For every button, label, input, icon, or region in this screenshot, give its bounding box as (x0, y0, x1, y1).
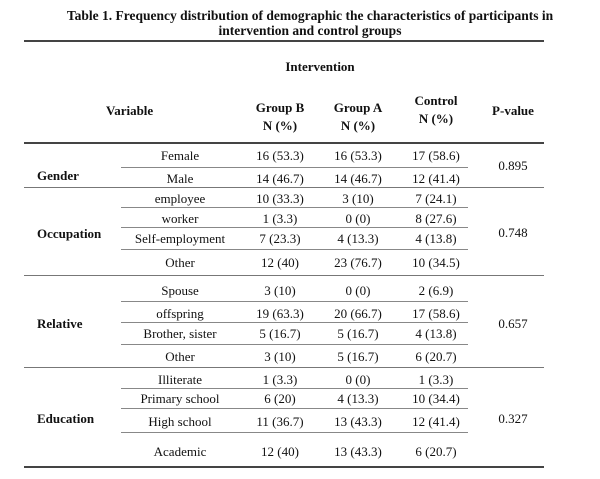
row-separator (121, 301, 468, 302)
cell-group-b: 1 (3.3) (262, 372, 298, 387)
top-rule (24, 40, 544, 42)
header-pvalue: P-value (492, 103, 534, 118)
row-label: Brother, sister (143, 326, 217, 341)
cell-group-a: 3 (10) (342, 191, 374, 206)
header-group-b: Group B (255, 100, 305, 115)
header-group-a-unit: N (%) (340, 118, 376, 133)
cell-group-b: 11 (36.7) (256, 414, 304, 429)
cell-group-b: 5 (16.7) (259, 326, 301, 341)
cell-group-b: 6 (20) (264, 391, 296, 406)
cell-control: 6 (20.7) (415, 349, 457, 364)
pvalue-education: 0.327 (498, 411, 528, 426)
pvalue-relative: 0.657 (498, 316, 528, 331)
row-label: employee (154, 191, 206, 206)
row-label: Spouse (161, 283, 199, 298)
cell-group-a: 20 (66.7) (334, 306, 382, 321)
row-label: Illiterate (157, 372, 203, 387)
caption-line-1: Table 1. Frequency distribution of demog… (66, 8, 554, 23)
cell-control: 10 (34.4) (412, 391, 460, 406)
header-intervention: Intervention (285, 59, 355, 74)
cell-control: 10 (34.5) (412, 255, 460, 270)
cell-group-a: 14 (46.7) (334, 171, 382, 186)
cell-group-a: 4 (13.3) (337, 391, 379, 406)
row-separator (121, 249, 468, 250)
header-control: Control (414, 93, 458, 108)
cell-control: 17 (58.6) (412, 148, 460, 163)
row-separator (121, 344, 468, 345)
cell-group-b: 3 (10) (264, 349, 296, 364)
row-label: Other (165, 255, 195, 270)
group-label-gender: Gender (37, 168, 79, 183)
row-separator (121, 207, 468, 208)
row-label: worker (161, 211, 199, 226)
cell-control: 17 (58.6) (412, 306, 460, 321)
cell-group-a: 0 (0) (345, 283, 371, 298)
cell-group-b: 1 (3.3) (262, 211, 298, 226)
cell-control: 7 (24.1) (415, 191, 457, 206)
cell-group-a: 23 (76.7) (334, 255, 382, 270)
group-label-relative: Relative (37, 316, 83, 331)
table-caption: Table 1. Frequency distribution of demog… (40, 8, 580, 38)
header-variable: Variable (106, 103, 154, 118)
caption-line-2: intervention and control groups (218, 23, 402, 38)
row-label: offspring (156, 306, 204, 321)
cell-control: 12 (41.4) (412, 171, 460, 186)
cell-group-a: 16 (53.3) (334, 148, 382, 163)
group-divider (24, 275, 544, 276)
group-label-occupation: Occupation (37, 226, 102, 241)
pvalue-occupation: 0.748 (498, 225, 528, 240)
cell-group-b: 12 (40) (261, 444, 299, 459)
group-label-education: Education (37, 411, 95, 426)
cell-group-a: 5 (16.7) (337, 326, 379, 341)
row-label: High school (148, 414, 212, 429)
cell-control: 6 (20.7) (415, 444, 457, 459)
row-label: Female (160, 148, 200, 163)
cell-group-b: 19 (63.3) (256, 306, 304, 321)
row-separator (121, 408, 468, 409)
group-divider (24, 367, 544, 368)
cell-group-b: 16 (53.3) (256, 148, 304, 163)
row-label: Self-employment (134, 231, 226, 246)
row-label: Academic (153, 444, 207, 459)
cell-group-a: 4 (13.3) (337, 231, 379, 246)
header-group-b-unit: N (%) (262, 118, 298, 133)
row-separator (121, 167, 468, 168)
bottom-rule (24, 466, 544, 468)
cell-control: 4 (13.8) (415, 231, 457, 246)
row-label: Primary school (140, 391, 220, 406)
cell-group-a: 5 (16.7) (337, 349, 379, 364)
pvalue-gender: 0.895 (498, 158, 528, 173)
cell-group-a: 0 (0) (345, 211, 371, 226)
header-control-unit: N (%) (418, 111, 454, 126)
cell-group-b: 3 (10) (264, 283, 296, 298)
cell-control: 2 (6.9) (418, 283, 454, 298)
cell-group-a: 0 (0) (345, 372, 371, 387)
header-rule (24, 142, 544, 144)
cell-control: 8 (27.6) (415, 211, 457, 226)
row-separator (121, 322, 468, 323)
row-separator (121, 227, 468, 228)
header-group-a: Group A (333, 100, 383, 115)
group-divider (24, 187, 544, 188)
cell-group-a: 13 (43.3) (334, 414, 382, 429)
row-separator (121, 388, 468, 389)
cell-group-b: 7 (23.3) (259, 231, 301, 246)
cell-control: 4 (13.8) (415, 326, 457, 341)
cell-group-b: 12 (40) (261, 255, 299, 270)
cell-group-b: 14 (46.7) (256, 171, 304, 186)
cell-control: 1 (3.3) (418, 372, 454, 387)
row-separator (121, 432, 468, 433)
row-label: Other (165, 349, 195, 364)
row-label: Male (166, 171, 194, 186)
cell-control: 12 (41.4) (412, 414, 460, 429)
cell-group-b: 10 (33.3) (256, 191, 304, 206)
cell-group-a: 13 (43.3) (334, 444, 382, 459)
